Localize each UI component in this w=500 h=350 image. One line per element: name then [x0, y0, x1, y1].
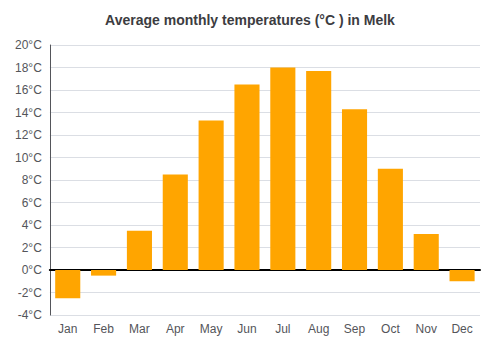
svg-text:6°C: 6°C — [22, 196, 42, 210]
svg-text:12°C: 12°C — [15, 128, 42, 142]
svg-text:8°C: 8°C — [22, 173, 42, 187]
svg-text:Average monthly temperatures (: Average monthly temperatures (°C ) in Me… — [105, 12, 395, 28]
svg-text:Jan: Jan — [58, 322, 77, 336]
svg-text:Apr: Apr — [166, 322, 185, 336]
svg-text:0°C: 0°C — [22, 263, 42, 277]
svg-text:4°C: 4°C — [22, 218, 42, 232]
svg-text:-4°C: -4°C — [18, 308, 42, 322]
svg-text:-2°C: -2°C — [18, 286, 42, 300]
svg-text:14°C: 14°C — [15, 106, 42, 120]
svg-text:Jun: Jun — [237, 322, 256, 336]
svg-text:Oct: Oct — [381, 322, 400, 336]
svg-text:Dec: Dec — [451, 322, 472, 336]
svg-text:May: May — [200, 322, 223, 336]
svg-text:18°C: 18°C — [15, 61, 42, 75]
svg-text:10°C: 10°C — [15, 151, 42, 165]
svg-text:Aug: Aug — [308, 322, 329, 336]
svg-text:Nov: Nov — [416, 322, 437, 336]
svg-text:20°C: 20°C — [15, 38, 42, 52]
svg-text:Jul: Jul — [275, 322, 290, 336]
svg-text:2°C: 2°C — [22, 241, 42, 255]
svg-text:Sep: Sep — [344, 322, 366, 336]
svg-text:Feb: Feb — [93, 322, 114, 336]
svg-text:16°C: 16°C — [15, 83, 42, 97]
svg-text:Mar: Mar — [129, 322, 150, 336]
